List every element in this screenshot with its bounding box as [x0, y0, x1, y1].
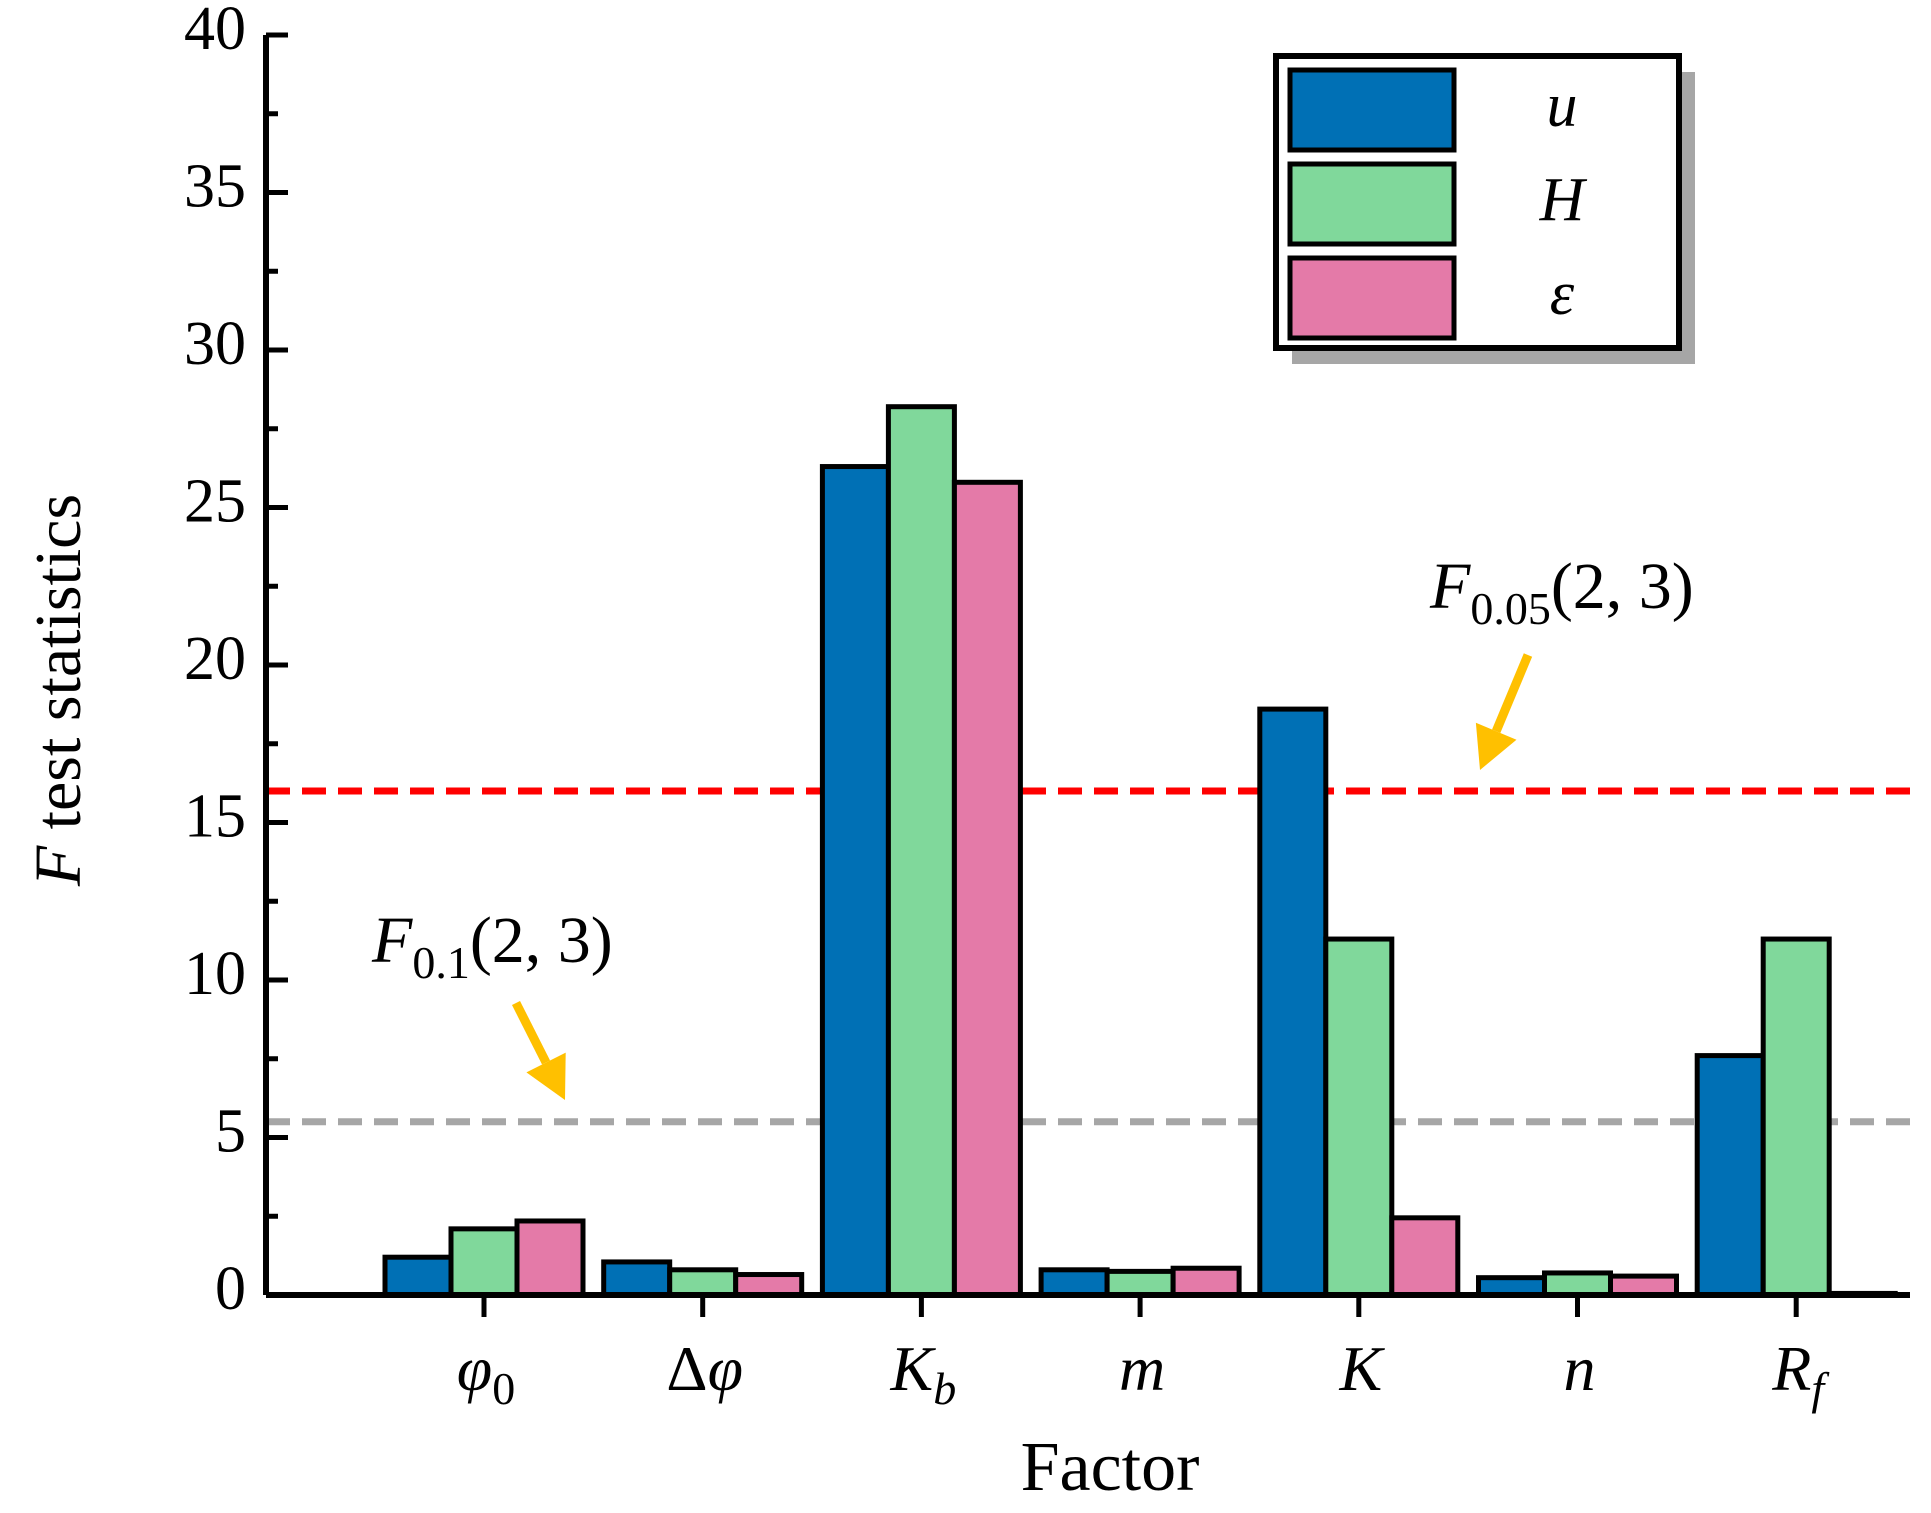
x-axis-label: Factor [1021, 1429, 1200, 1506]
bar-u-4 [1257, 706, 1329, 1298]
x-tick-label: K [1338, 1333, 1385, 1404]
reference-lines [266, 787, 1910, 1126]
y-tick-label: 35 [184, 153, 246, 221]
x-tick-label: Rf [1771, 1333, 1830, 1414]
legend-swatch-u [1287, 67, 1457, 153]
x-tick-label: n [1564, 1333, 1596, 1404]
bar-u-0 [382, 1254, 454, 1298]
y-tick-label: 25 [184, 468, 246, 536]
y-tick-label: 20 [184, 625, 246, 693]
y-axis-label: F test statistics [22, 494, 95, 887]
bar-H-2 [885, 404, 957, 1298]
bars [382, 404, 1898, 1298]
bar-u-1 [601, 1259, 673, 1298]
y-tick-label: 30 [184, 310, 246, 378]
x-tick-label: m [1119, 1333, 1165, 1404]
y-axis-label-rest: test statistics [22, 494, 95, 846]
legend-swatch-H [1287, 161, 1457, 247]
legend-swatch-ε [1287, 255, 1457, 341]
bar-H-5 [1542, 1270, 1613, 1298]
annotation-label: F0.05(2, 3) [1429, 550, 1694, 634]
y-tick-label: 0 [215, 1255, 246, 1323]
annotation-label: F0.1(2, 3) [371, 904, 613, 988]
annotation-arrow-shaft [1492, 653, 1533, 733]
annotation-arrow-head [1475, 722, 1517, 770]
x-tick-label: Kb [890, 1333, 957, 1414]
bar-ε-3 [1170, 1265, 1242, 1298]
y-axis-label-f: F [22, 845, 95, 887]
x-tick-label: Δφ [666, 1333, 743, 1404]
bar-ε-4 [1389, 1215, 1461, 1298]
bar-ε-1 [733, 1272, 805, 1298]
bar-u-2 [819, 464, 891, 1298]
annotation-arrow-head [526, 1052, 566, 1100]
y-tick-label: 10 [184, 940, 246, 1008]
y-tick-label: 15 [184, 783, 246, 851]
bar-ε-2 [951, 479, 1023, 1298]
legend-label-H: H [1539, 166, 1588, 234]
bar-H-1 [667, 1267, 739, 1298]
annotation-arrow-shaft [511, 1000, 551, 1065]
annotations: F0.05(2, 3) F0.1(2, 3) [371, 550, 1694, 1100]
legend-label-u: u [1547, 72, 1578, 140]
y-tick-label: 40 [184, 0, 246, 63]
bar-H-3 [1104, 1268, 1176, 1298]
bar-u-3 [1038, 1267, 1110, 1298]
legend: uHε [1273, 53, 1695, 364]
bar-ε-0 [514, 1218, 586, 1298]
legend-label-ε: ε [1550, 260, 1575, 328]
bar-H-0 [448, 1226, 520, 1298]
y-ticks: 0 5 10 15 20 25 30 35 40 [184, 0, 288, 1323]
bar-H-6 [1760, 936, 1832, 1298]
x-tick-label: φ0 [457, 1333, 515, 1414]
bar-u-6 [1694, 1053, 1766, 1298]
bar-H-4 [1323, 936, 1395, 1298]
y-tick-label: 5 [215, 1098, 246, 1166]
